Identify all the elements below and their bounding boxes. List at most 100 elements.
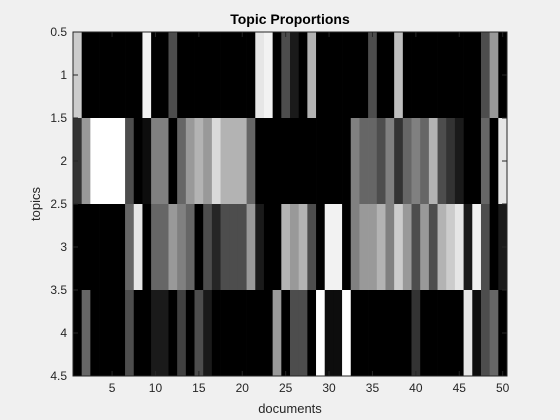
heatmap-cell-t2-d20: [237, 118, 247, 204]
heatmap-cell-t1-d39: [402, 32, 412, 118]
heatmap-cell-t4-d24: [272, 290, 282, 376]
heatmap-cell-t4-d9: [142, 290, 152, 376]
heatmap-cell-t2-d13: [177, 118, 187, 204]
heatmap-cell-t3-d18: [220, 204, 230, 290]
y-tick-label: 0.5: [50, 25, 67, 39]
heatmap-cell-t3-d13: [177, 204, 187, 290]
heatmap-cell-t2-d37: [385, 118, 395, 204]
heatmap-cell-t2-d12: [168, 118, 178, 204]
x-tick-label: 50: [496, 381, 510, 395]
heatmap-cell-t2-d21: [246, 118, 256, 204]
heatmap-cell-t2-d31: [333, 118, 343, 204]
heatmap-cell-t2-d7: [125, 118, 135, 204]
heatmap-cell-t4-d36: [376, 290, 386, 376]
heatmap-cell-t1-d23: [263, 32, 273, 118]
heatmap-cell-t3-d20: [237, 204, 247, 290]
y-tick-label: 2: [60, 154, 67, 168]
heatmap-cell-t3-d21: [246, 204, 256, 290]
heatmap-cell-t3-d42: [428, 204, 438, 290]
heatmap-cell-t4-d2: [81, 290, 91, 376]
x-tick-label: 5: [109, 381, 116, 395]
heatmap-cell-t1-d12: [168, 32, 178, 118]
heatmap-cell-t2-d44: [446, 118, 456, 204]
heatmap-cell-t4-d16: [203, 290, 213, 376]
heatmap-cell-t2-d45: [454, 118, 464, 204]
heatmap-cell-t4-d5: [107, 290, 117, 376]
heatmap-cell-t3-d26: [290, 204, 300, 290]
heatmap-cell-t1-d7: [125, 32, 135, 118]
heatmap-cell-t3-d47: [472, 204, 482, 290]
heatmap-cell-t1-d43: [437, 32, 447, 118]
heatmap-cell-t3-d16: [203, 204, 213, 290]
heatmap-cell-t1-d28: [307, 32, 317, 118]
heatmap-cell-t2-d15: [194, 118, 204, 204]
heatmap-cell-t4-d49: [489, 290, 499, 376]
heatmap-cell-t4-d31: [333, 290, 343, 376]
heatmap-cell-t3-d9: [142, 204, 152, 290]
x-tick-label: 45: [453, 381, 467, 395]
heatmap-cell-t3-d14: [185, 204, 195, 290]
heatmap-cell-t3-d49: [489, 204, 499, 290]
heatmap-cell-t3-d19: [229, 204, 239, 290]
heatmap-cell-t2-d25: [281, 118, 291, 204]
heatmap-cell-t1-d35: [368, 32, 378, 118]
heatmap-cell-t3-d45: [454, 204, 464, 290]
heatmap-cell-t2-d19: [229, 118, 239, 204]
y-axis-label: topics: [28, 187, 43, 221]
heatmap-cell-t2-d48: [480, 118, 490, 204]
y-tick-label: 1.5: [50, 111, 67, 125]
heatmap-cell-t4-d12: [168, 290, 178, 376]
heatmap-cell-t1-d38: [394, 32, 404, 118]
heatmap-cell-t4-d21: [246, 290, 256, 376]
heatmap-cell-t4-d6: [116, 290, 126, 376]
heatmap-cell-t1-d14: [185, 32, 195, 118]
chart-title: Topic Proportions: [230, 11, 350, 27]
heatmap-cell-t2-d11: [159, 118, 169, 204]
heatmap-cell-t4-d35: [368, 290, 378, 376]
y-tick-label: 2.5: [50, 197, 67, 211]
heatmap-cell-t2-d47: [472, 118, 482, 204]
heatmap-cell-t1-d2: [81, 32, 91, 118]
heatmap-cell-t1-d36: [376, 32, 386, 118]
heatmap-cell-t2-d42: [428, 118, 438, 204]
heatmap-cell-t1-d30: [324, 32, 334, 118]
heatmap-cell-t2-d18: [220, 118, 230, 204]
heatmap-cell-t4-d38: [394, 290, 404, 376]
y-tick-label: 1: [60, 68, 67, 82]
heatmap-cell-t1-d40: [411, 32, 421, 118]
heatmap-cell-t4-d32: [342, 290, 352, 376]
heatmap-cell-t1-d41: [420, 32, 430, 118]
heatmap-cell-t2-d38: [394, 118, 404, 204]
heatmap-cell-t3-d11: [159, 204, 169, 290]
heatmap-cell-t4-d47: [472, 290, 482, 376]
heatmap-cell-t2-d5: [107, 118, 117, 204]
heatmap-cell-t3-d29: [316, 204, 326, 290]
x-tick-label: 10: [149, 381, 163, 395]
heatmap-cell-t3-d4: [99, 204, 109, 290]
heatmap-cell-t4-d13: [177, 290, 187, 376]
heatmap-cell-t2-d27: [298, 118, 308, 204]
heatmap-cell-t1-d49: [489, 32, 499, 118]
heatmap-cell-t1-d9: [142, 32, 152, 118]
heatmap-cell-t4-d30: [324, 290, 334, 376]
heatmap-cell-t3-d22: [255, 204, 265, 290]
heatmap-cell-t2-d32: [342, 118, 352, 204]
heatmap-cell-t1-d18: [220, 32, 230, 118]
heatmap-cell-t3-d32: [342, 204, 352, 290]
heatmap-cell-t1-d24: [272, 32, 282, 118]
heatmap-cell-t3-d28: [307, 204, 317, 290]
heatmap-cell-t1-d19: [229, 32, 239, 118]
heatmap-cell-t3-d40: [411, 204, 421, 290]
heatmap-cell-t4-d29: [316, 290, 326, 376]
heatmap-cell-t4-d34: [359, 290, 369, 376]
heatmap-cell-t2-d16: [203, 118, 213, 204]
heatmap-cell-t1-d21: [246, 32, 256, 118]
heatmap-cell-t1-d25: [281, 32, 291, 118]
heatmap-cell-t1-d6: [116, 32, 126, 118]
heatmap-cell-t2-d23: [263, 118, 273, 204]
heatmap-cell-t1-d44: [446, 32, 456, 118]
heatmap-cell-t3-d36: [376, 204, 386, 290]
heatmap-cell-t3-d34: [359, 204, 369, 290]
heatmap-cell-t1-d11: [159, 32, 169, 118]
